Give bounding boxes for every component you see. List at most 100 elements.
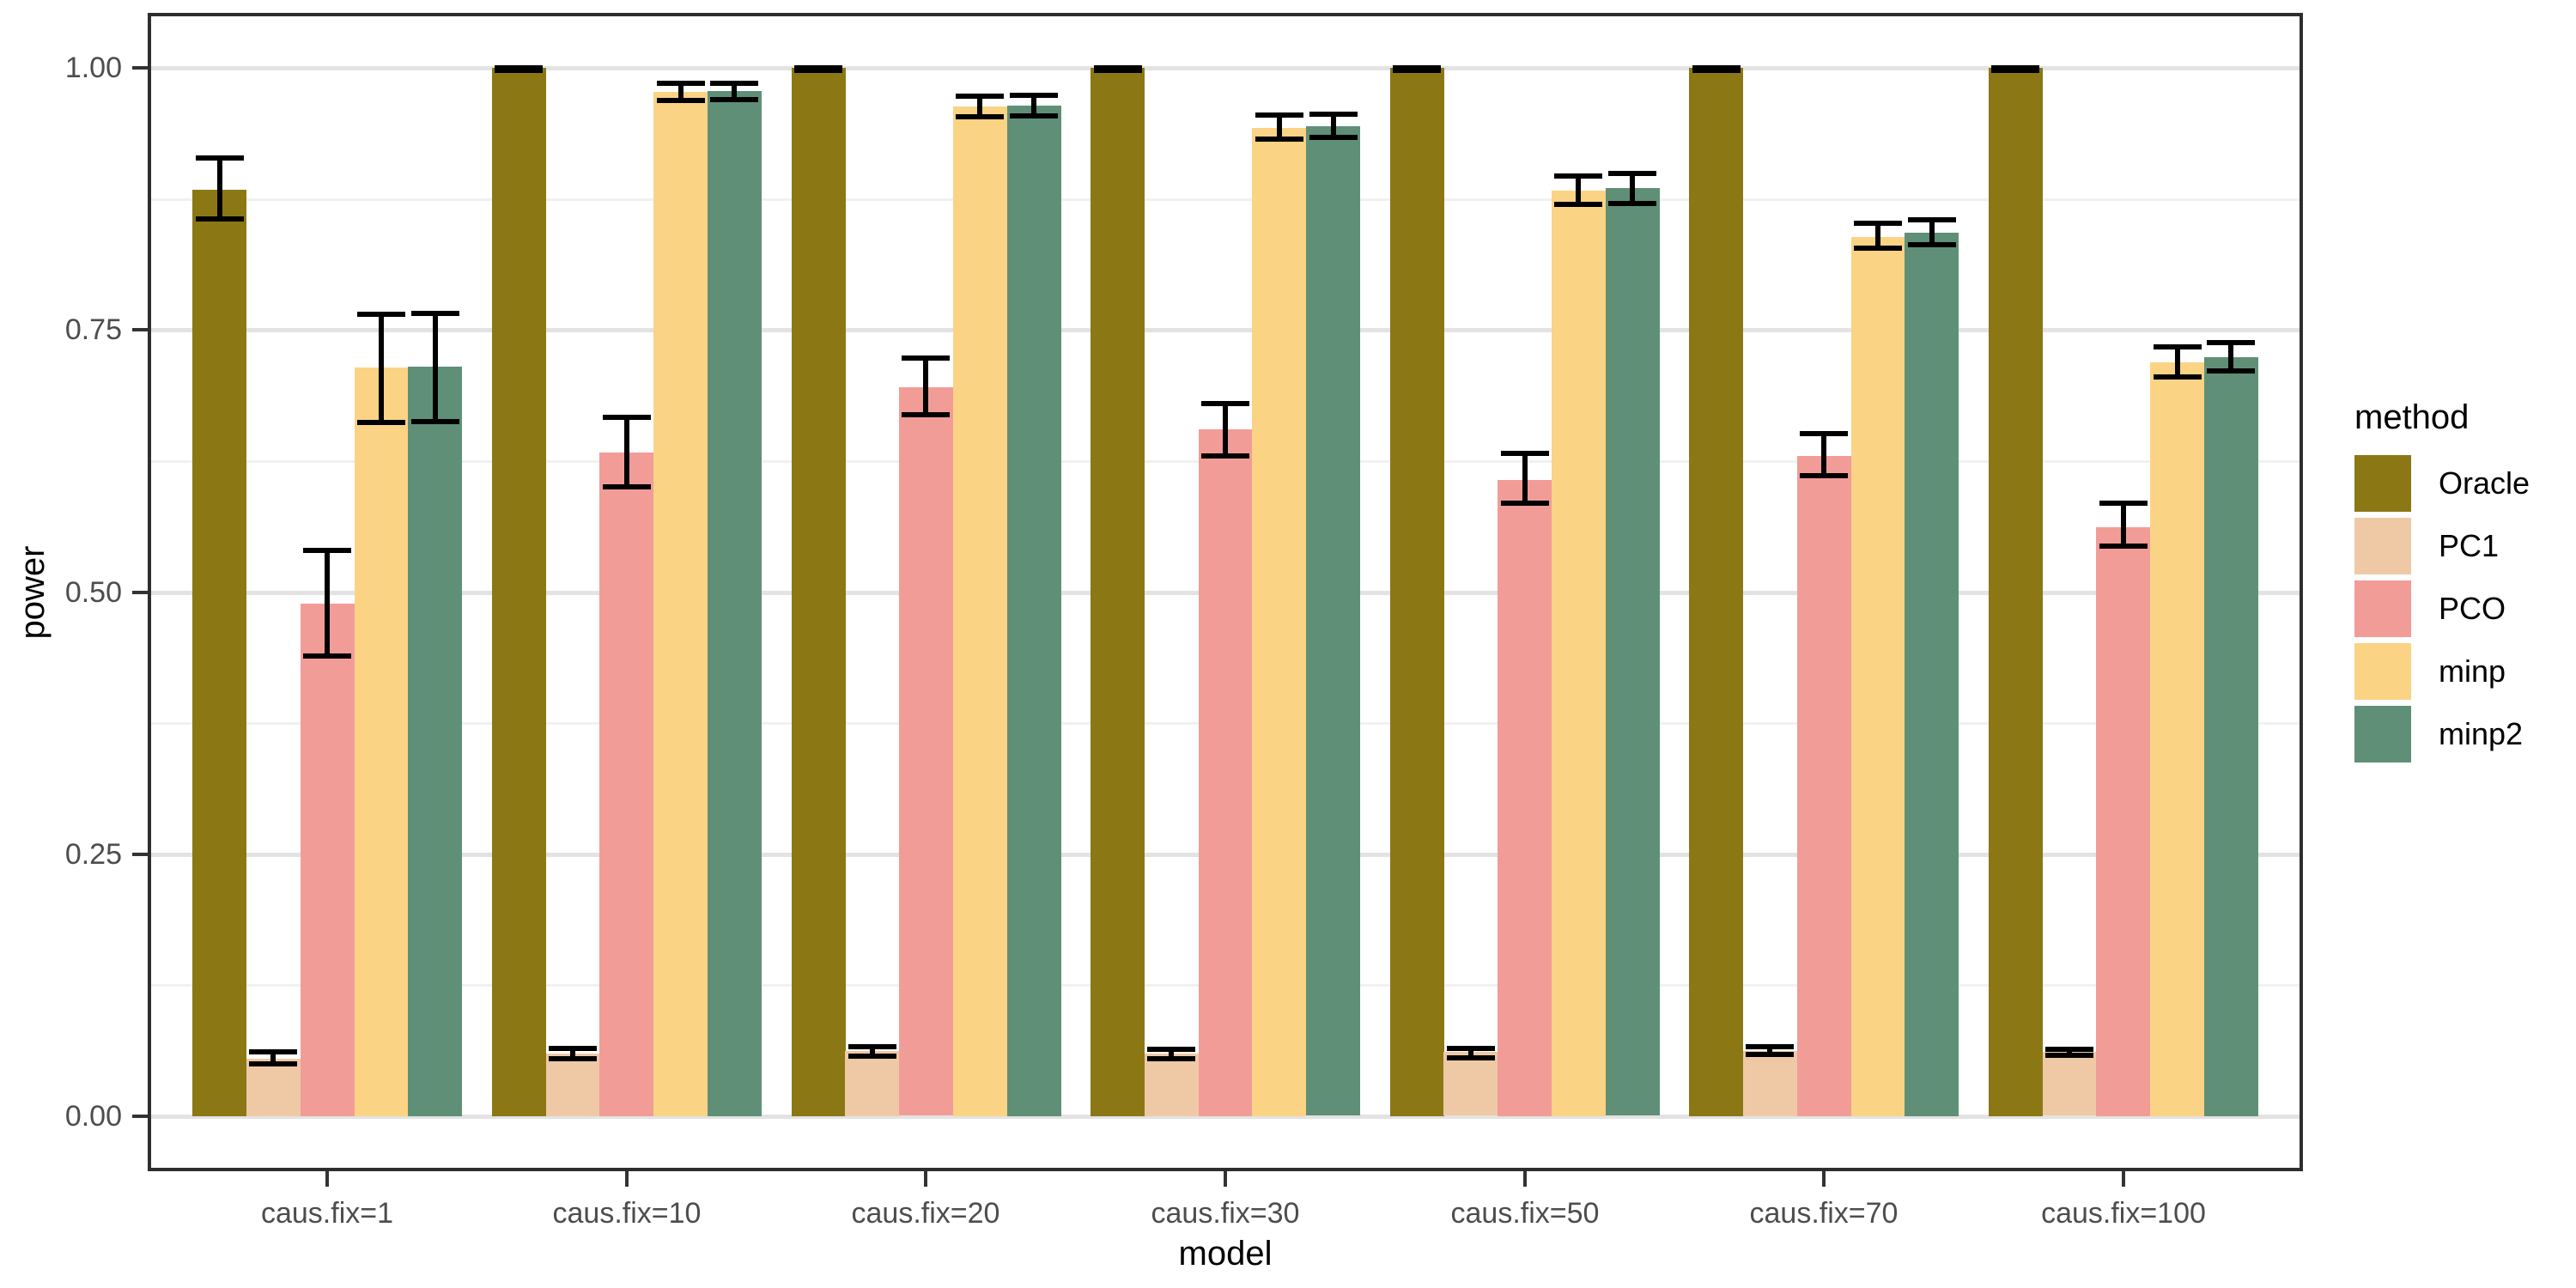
errorbar-minp-caus.fix=50-cap-top: [1554, 173, 1602, 179]
legend-item-minp2: minp2: [2354, 706, 2530, 762]
errorbar-PC1-caus.fix=10-cap-top: [549, 1046, 597, 1051]
errorbar-PCO-caus.fix=30-cap-bottom: [1201, 453, 1249, 459]
legend-label-PCO: PCO: [2439, 591, 2506, 626]
x-tick-mark: [1822, 1171, 1826, 1187]
errorbar-minp2-caus.fix=30-cap-bottom: [1309, 135, 1358, 140]
bar-Oracle-caus.fix=10: [492, 68, 546, 1116]
x-tick-mark: [2122, 1171, 2125, 1187]
bar-PCO-caus.fix=70: [1797, 456, 1851, 1116]
legend-item-Oracle: Oracle: [2354, 455, 2530, 512]
bar-Oracle-caus.fix=1: [192, 190, 246, 1116]
bar-PC1-caus.fix=100: [2043, 1052, 2097, 1115]
legend-label-Oracle: Oracle: [2439, 465, 2530, 501]
errorbar-Oracle-caus.fix=1-cap-top: [196, 155, 244, 161]
x-tick-label: caus.fix=50: [1450, 1197, 1600, 1230]
errorbar-minp-caus.fix=70-stem: [1875, 223, 1880, 248]
x-axis-title: model: [1178, 1235, 1273, 1273]
y-tick-label: 0.25: [64, 838, 122, 871]
legend-key-PCO: [2354, 580, 2411, 637]
x-tick-label: caus.fix=100: [2041, 1197, 2206, 1230]
bar-minp-caus.fix=30: [1252, 128, 1306, 1116]
bar-Oracle-caus.fix=20: [792, 68, 846, 1116]
bar-minp2-caus.fix=1: [408, 367, 462, 1116]
y-tick-label: 0.50: [64, 576, 122, 609]
errorbar-PC1-caus.fix=20-cap-top: [848, 1044, 896, 1049]
errorbar-PC1-caus.fix=50-cap-bottom: [1447, 1055, 1495, 1060]
bar-minp-caus.fix=10: [653, 92, 708, 1116]
errorbar-minp2-caus.fix=50-cap-top: [1608, 171, 1656, 176]
y-tick-label: 0.00: [64, 1100, 122, 1133]
bar-minp2-caus.fix=30: [1306, 126, 1360, 1115]
errorbar-PC1-caus.fix=50-stem: [1468, 1048, 1473, 1058]
errorbar-minp-caus.fix=70-cap-bottom: [1854, 246, 1902, 251]
bar-PCO-caus.fix=10: [599, 453, 653, 1116]
y-tick-mark: [132, 328, 148, 331]
bar-PCO-caus.fix=30: [1199, 429, 1253, 1116]
x-tick-mark: [1523, 1171, 1527, 1187]
errorbar-Oracle-caus.fix=30-cap-bottom: [1094, 68, 1142, 73]
errorbar-PCO-caus.fix=70-stem: [1821, 434, 1826, 476]
errorbar-PCO-caus.fix=30-stem: [1223, 404, 1228, 456]
errorbar-PC1-caus.fix=30-stem: [1169, 1049, 1174, 1059]
errorbar-minp-caus.fix=30-stem: [1277, 115, 1282, 139]
gridline-major: [148, 1115, 2303, 1119]
errorbar-minp2-caus.fix=30-stem: [1331, 114, 1336, 137]
errorbar-minp2-caus.fix=10-cap-bottom: [710, 97, 758, 102]
errorbar-minp2-caus.fix=50-cap-bottom: [1608, 201, 1656, 206]
bar-Oracle-caus.fix=30: [1091, 68, 1145, 1116]
errorbar-Oracle-caus.fix=1-stem: [217, 158, 222, 219]
errorbar-minp2-caus.fix=50-stem: [1630, 173, 1635, 203]
errorbar-PC1-caus.fix=100-cap-top: [2045, 1047, 2093, 1052]
y-tick-mark: [132, 853, 148, 856]
bar-PCO-caus.fix=50: [1498, 480, 1552, 1116]
errorbar-PC1-caus.fix=70-stem: [1767, 1047, 1772, 1054]
errorbar-PC1-caus.fix=70-cap-top: [1746, 1044, 1794, 1049]
bar-minp2-caus.fix=20: [1007, 106, 1061, 1116]
errorbar-PCO-caus.fix=20-cap-top: [902, 355, 950, 361]
errorbar-Oracle-caus.fix=20-cap-bottom: [794, 68, 842, 73]
errorbar-PCO-caus.fix=100-cap-top: [2099, 501, 2148, 506]
errorbar-minp2-caus.fix=100-stem: [2228, 343, 2233, 371]
y-tick-mark: [132, 66, 148, 70]
errorbar-Oracle-caus.fix=100-cap-bottom: [1991, 68, 2039, 73]
bar-minp2-caus.fix=70: [1905, 233, 1959, 1116]
errorbar-minp-caus.fix=30-cap-bottom: [1255, 137, 1303, 142]
legend-label-minp: minp: [2439, 653, 2506, 689]
errorbar-minp-caus.fix=70-cap-top: [1854, 221, 1902, 226]
errorbar-minp-caus.fix=30-cap-top: [1255, 112, 1303, 118]
errorbar-PC1-caus.fix=50-cap-top: [1447, 1046, 1495, 1051]
bar-PC1-caus.fix=1: [246, 1059, 301, 1116]
errorbar-minp-caus.fix=1-cap-bottom: [357, 420, 405, 425]
legend-title: method: [2354, 398, 2470, 436]
errorbar-minp-caus.fix=100-cap-bottom: [2154, 374, 2202, 380]
errorbar-minp-caus.fix=100-stem: [2175, 347, 2180, 377]
errorbar-PC1-caus.fix=30-cap-bottom: [1147, 1056, 1195, 1061]
bar-minp-caus.fix=1: [355, 368, 409, 1116]
errorbar-minp-caus.fix=10-stem: [678, 83, 683, 100]
errorbar-PCO-caus.fix=30-cap-top: [1201, 401, 1249, 406]
bar-Oracle-caus.fix=100: [1989, 68, 2043, 1116]
errorbar-PC1-caus.fix=20-stem: [870, 1047, 875, 1056]
bar-PC1-caus.fix=20: [845, 1051, 899, 1116]
legend-item-PC1: PC1: [2354, 518, 2530, 574]
errorbar-minp-caus.fix=20-cap-bottom: [956, 114, 1004, 119]
errorbar-PCO-caus.fix=70-cap-top: [1800, 431, 1848, 436]
gridline-minor: [148, 198, 2303, 201]
bar-minp-caus.fix=20: [953, 106, 1007, 1116]
errorbar-PC1-caus.fix=1-stem: [270, 1052, 276, 1063]
errorbar-minp-caus.fix=50-cap-bottom: [1554, 202, 1602, 207]
errorbar-minp-caus.fix=100-cap-top: [2154, 344, 2202, 349]
errorbar-minp-caus.fix=1-stem: [379, 314, 384, 422]
errorbar-minp2-caus.fix=10-stem: [732, 83, 737, 99]
errorbar-minp2-caus.fix=10-cap-top: [710, 81, 758, 86]
errorbar-minp2-caus.fix=30-cap-top: [1309, 112, 1358, 117]
bar-minp2-caus.fix=10: [708, 91, 762, 1116]
legend-key-minp: [2354, 643, 2411, 700]
errorbar-minp2-caus.fix=70-cap-top: [1908, 217, 1956, 222]
bar-Oracle-caus.fix=70: [1689, 68, 1743, 1116]
x-tick-label: caus.fix=70: [1749, 1197, 1899, 1230]
bar-PC1-caus.fix=10: [546, 1054, 600, 1116]
x-tick-mark: [625, 1171, 629, 1187]
errorbar-PCO-caus.fix=100-cap-bottom: [2099, 544, 2148, 549]
